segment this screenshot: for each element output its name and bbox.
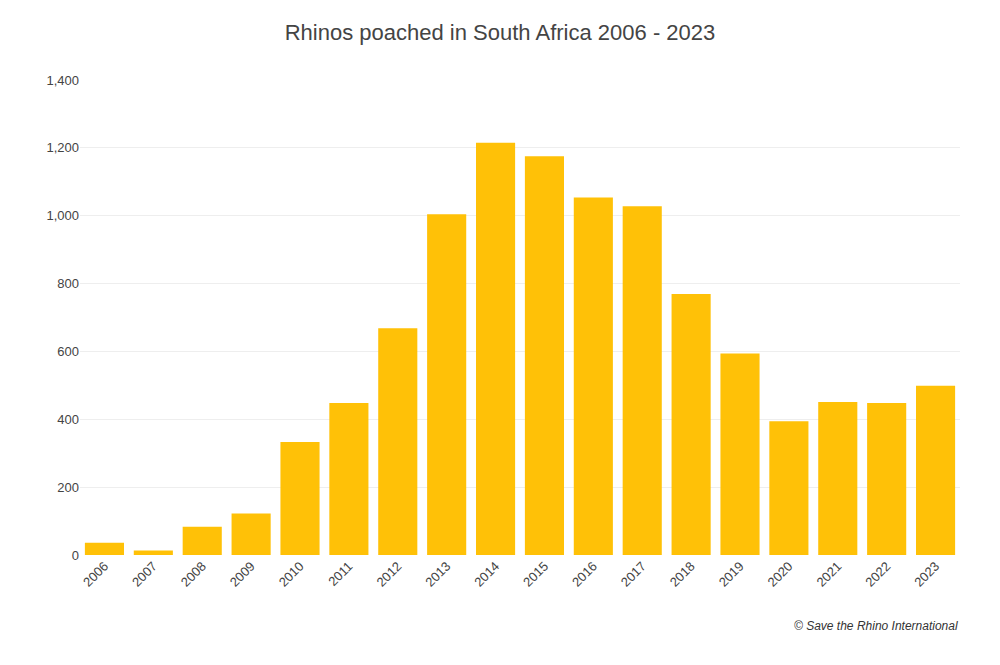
- svg-text:2013: 2013: [422, 559, 453, 590]
- svg-text:2022: 2022: [862, 559, 893, 590]
- svg-text:2009: 2009: [227, 559, 258, 590]
- svg-text:2010: 2010: [276, 559, 307, 590]
- svg-text:2017: 2017: [618, 559, 649, 590]
- svg-text:2006: 2006: [80, 559, 111, 590]
- svg-text:1,400: 1,400: [46, 73, 79, 88]
- svg-text:2012: 2012: [373, 559, 404, 590]
- svg-text:2014: 2014: [471, 559, 502, 590]
- svg-text:2015: 2015: [520, 559, 551, 590]
- svg-text:© Save the Rhino International: © Save the Rhino International: [794, 619, 958, 633]
- svg-text:2021: 2021: [813, 559, 844, 590]
- svg-text:2008: 2008: [178, 559, 209, 590]
- svg-text:600: 600: [57, 344, 79, 359]
- svg-text:2011: 2011: [325, 559, 355, 589]
- svg-text:2007: 2007: [129, 559, 160, 590]
- svg-text:2019: 2019: [716, 559, 747, 590]
- svg-text:200: 200: [57, 480, 79, 495]
- svg-text:2020: 2020: [765, 559, 796, 590]
- svg-text:800: 800: [57, 276, 79, 291]
- svg-text:400: 400: [57, 412, 79, 427]
- svg-text:0: 0: [72, 548, 79, 563]
- svg-text:2016: 2016: [569, 559, 600, 590]
- svg-text:Rhinos poached in South Africa: Rhinos poached in South Africa 2006 - 20…: [285, 20, 716, 45]
- svg-text:2023: 2023: [911, 559, 942, 590]
- svg-text:1,000: 1,000: [46, 208, 79, 223]
- svg-text:1,200: 1,200: [46, 140, 79, 155]
- svg-text:2018: 2018: [667, 559, 698, 590]
